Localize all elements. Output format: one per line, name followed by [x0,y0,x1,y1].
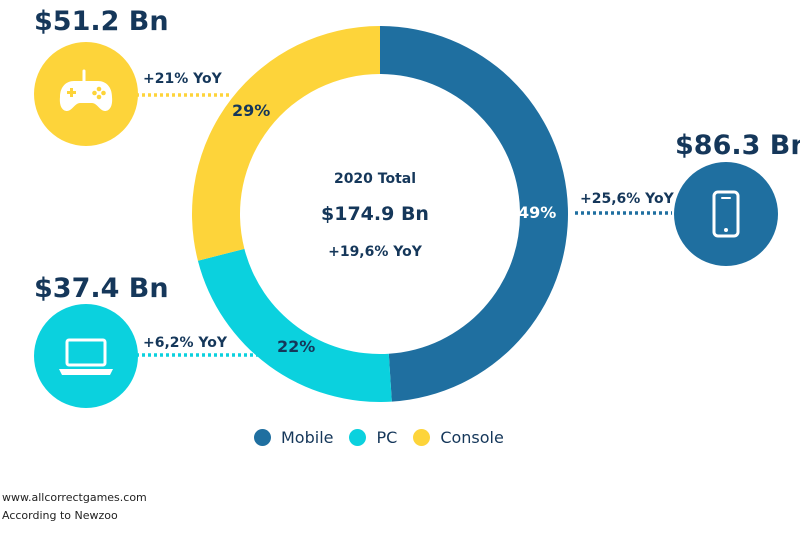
pc-amount: $37.4 Bn [34,273,169,304]
legend-item-console: Console [413,428,504,447]
mobile-badge [674,162,778,266]
legend-item-pc: PC [349,428,397,447]
legend-swatch-mobile [254,429,271,446]
pc-badge [34,304,138,408]
console-yoy: +21% YoY [143,71,222,87]
center-title: 2020 Total [333,171,417,187]
console-amount: $51.2 Bn [34,6,169,37]
slice-label-console: 29% [232,101,271,120]
footer-source: According to Newzoo [2,509,118,522]
footer-site: www.allcorrectgames.com [2,491,147,504]
mobile-amount: $86.3 Bn [675,130,800,161]
legend-item-mobile: Mobile [254,428,333,447]
donut-slices [191,26,568,402]
legend-swatch-console [413,429,431,446]
slice-label-mobile: 49% [518,203,557,222]
center-value: $174.9 Bn [321,203,429,225]
slice-label-pc: 22% [277,337,316,356]
center-yoy: +19,6% YoY [328,244,422,260]
gamepad-icon [59,69,113,111]
mobile-yoy: +25,6% YoY [580,191,674,207]
legend-swatch-pc [349,429,367,446]
slice-console [191,26,380,261]
laptop-icon [59,338,113,375]
smartphone-icon [712,190,740,238]
pc-yoy: +6,2% YoY [143,335,228,351]
slice-mobile [380,26,568,402]
legend-label-mobile: Mobile [281,428,334,447]
legend-label-console: Console [440,428,504,447]
console-badge [34,42,138,146]
legend-label-pc: PC [376,428,398,447]
slice-pc [197,248,392,402]
legend: Mobile PC Console [254,428,520,447]
